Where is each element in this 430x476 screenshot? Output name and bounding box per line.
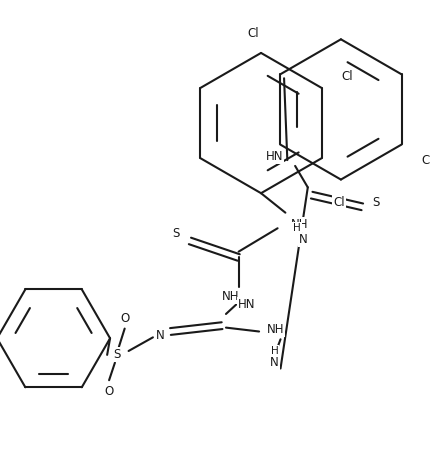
Text: S: S [372,197,380,209]
Text: Cl: Cl [421,154,430,167]
Text: N: N [157,329,165,342]
Text: N: N [270,356,279,369]
Text: N: N [298,233,307,247]
Text: Cl: Cl [341,70,353,83]
Text: HN: HN [238,298,255,311]
Text: HN: HN [266,149,283,163]
Text: O: O [120,312,129,325]
Text: S: S [113,348,120,361]
Text: Cl: Cl [333,197,345,209]
Text: S: S [172,227,180,239]
Text: NH: NH [267,323,284,336]
Text: NH: NH [291,218,309,231]
Text: H: H [271,346,279,356]
Text: O: O [104,386,114,398]
Text: H: H [293,223,301,233]
Text: Cl: Cl [247,27,259,40]
Text: NH: NH [222,290,240,303]
